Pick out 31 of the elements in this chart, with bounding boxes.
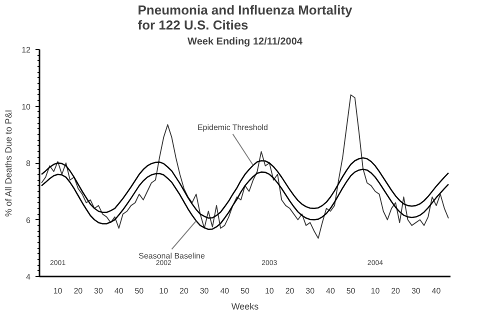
chart-title: Pneumonia and Influenza Mortality for 122 U.S. Cities xyxy=(138,2,354,32)
x-tick-label: 40 xyxy=(220,286,230,296)
y-tick-label: 4 xyxy=(26,272,32,282)
x-tick-label: 20 xyxy=(391,286,401,296)
x-tick-label: 30 xyxy=(411,286,421,296)
x-tick-label: 20 xyxy=(285,286,295,296)
x-tick-label: 50 xyxy=(346,286,356,296)
chart-subtitle: Week Ending 12/11/2004 xyxy=(188,36,303,48)
y-axis-title: % of All Deaths Due to P&I xyxy=(4,110,14,217)
y-tick-label: 8 xyxy=(26,159,32,168)
x-tick-label: 30 xyxy=(306,286,316,296)
x-tick-label: 10 xyxy=(53,286,63,296)
x-tick-label: 40 xyxy=(114,286,124,296)
x-tick-label: 10 xyxy=(264,286,274,296)
x-tick-label: 40 xyxy=(326,286,336,296)
x-axis-title: Weeks xyxy=(231,302,260,312)
x-tick-label: 10 xyxy=(159,286,169,296)
y-tick-label: 10 xyxy=(22,102,32,112)
x-tick-label: 50 xyxy=(134,286,144,296)
x-tick-label: 30 xyxy=(200,286,210,296)
y-tick-label: 6 xyxy=(26,216,32,225)
text: Epidemic Threshold xyxy=(197,123,268,132)
x-tick-label: 30 xyxy=(94,286,104,296)
x-tick-label: 20 xyxy=(180,286,189,296)
line-series xyxy=(41,94,449,239)
text: Seasonal Baseline xyxy=(138,251,206,260)
x-tick-label: 10 xyxy=(370,286,380,296)
x-tick-label: 40 xyxy=(432,286,442,296)
x-tick-label: 20 xyxy=(74,286,84,296)
x-tick-label: 50 xyxy=(240,286,250,296)
y-tick-label: 12 xyxy=(22,46,32,54)
